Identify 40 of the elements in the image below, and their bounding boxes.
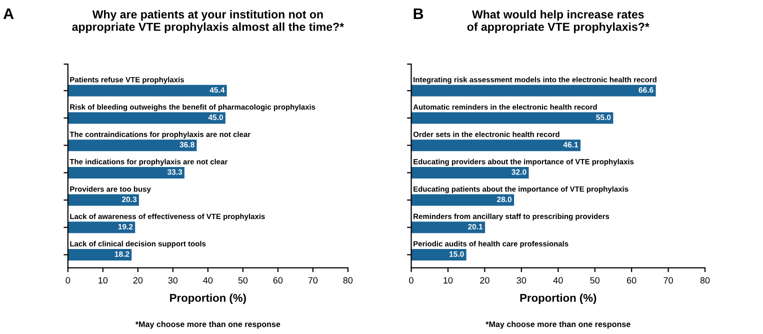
bar xyxy=(411,222,486,234)
x-axis-title: Proportion (%) xyxy=(520,294,596,304)
bar xyxy=(411,194,514,206)
x-tick-label: 10 xyxy=(444,277,453,284)
x-tick-label: 0 xyxy=(409,277,414,284)
x-tick-label: 30 xyxy=(516,277,526,284)
x-tick-label: 70 xyxy=(664,277,673,284)
bar xyxy=(68,194,139,206)
x-tick-label: 70 xyxy=(308,277,318,284)
bar xyxy=(411,112,614,124)
x-tick-label: 20 xyxy=(480,277,490,284)
chart-title: Why are patients at your institution not on appropriate VTE prophylaxis almost all the time?* xyxy=(72,10,344,34)
x-tick-label: 10 xyxy=(98,277,108,284)
bar xyxy=(68,140,197,152)
x-tick-label: 30 xyxy=(168,277,178,284)
x-tick-label: 40 xyxy=(553,277,563,284)
bar xyxy=(68,84,227,96)
text: *May choose more than one response xyxy=(486,321,630,329)
bar xyxy=(411,140,581,152)
x-tick-label: 50 xyxy=(590,277,600,284)
bar xyxy=(411,249,466,260)
x-tick-label: 40 xyxy=(203,277,213,284)
x-tick-label: 80 xyxy=(700,277,710,284)
bar xyxy=(68,166,184,178)
x-tick-label: 80 xyxy=(343,277,353,284)
x-tick-label: 0 xyxy=(66,277,70,284)
text: B xyxy=(414,8,424,19)
bar xyxy=(68,249,132,260)
x-tick-label: 60 xyxy=(627,277,636,284)
bar xyxy=(68,112,226,124)
chart-title: What would help increase rates of appropriate VTE prophylaxis?* xyxy=(467,10,650,34)
bar xyxy=(411,166,529,178)
bar xyxy=(68,222,136,234)
text: A xyxy=(3,8,14,19)
text: *May choose more than one response xyxy=(135,321,280,329)
bar xyxy=(411,84,656,96)
x-tick-label: 60 xyxy=(273,277,283,284)
x-axis-title: Proportion (%) xyxy=(170,294,246,304)
x-tick-label: 20 xyxy=(133,277,143,284)
x-tick-label: 50 xyxy=(238,277,248,284)
